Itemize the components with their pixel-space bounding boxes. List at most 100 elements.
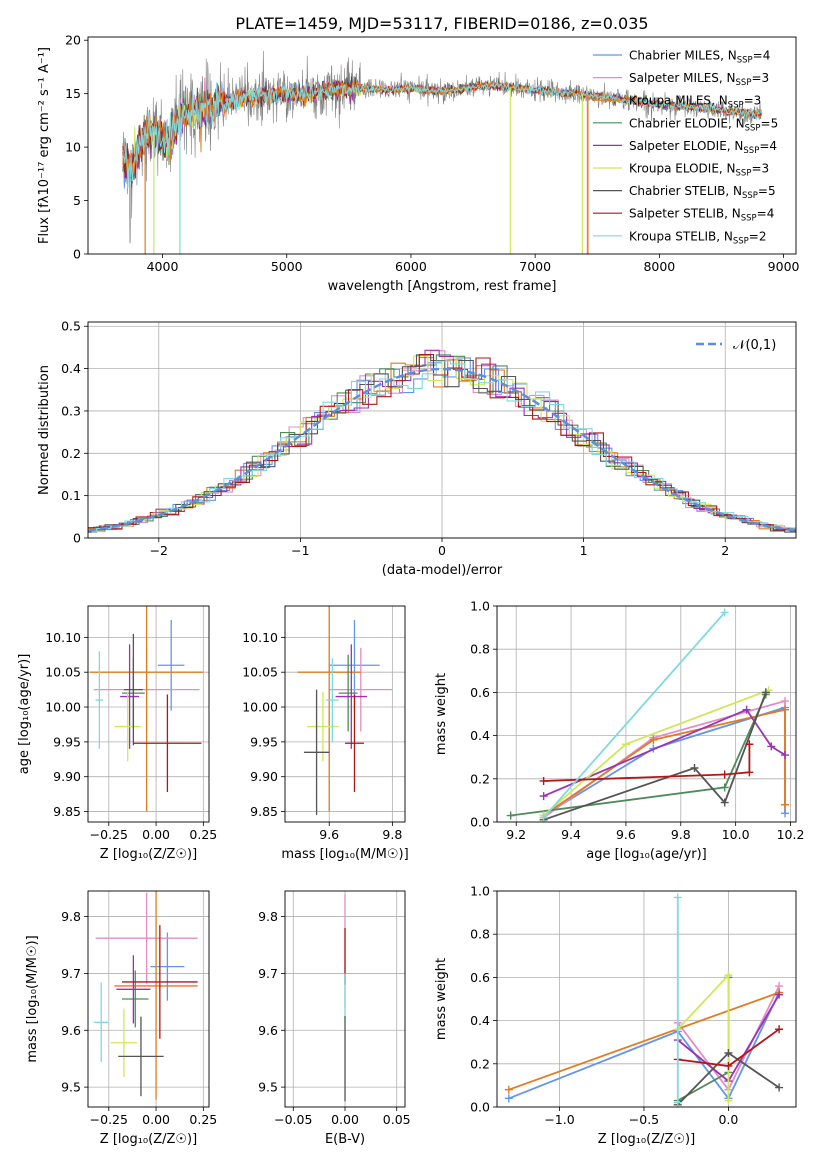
data-marker: [775, 1025, 784, 1034]
histogram-3: [88, 354, 796, 533]
y-axis-label: mass weight: [434, 958, 449, 1040]
y-tick-label: 9.8: [258, 909, 278, 924]
residuals-panel: −2 −1 0 1 2 0 0.1 0.2 0.3 0.4 0.5 (data-model)/erro…: [37, 319, 797, 578]
data-marker: [720, 608, 729, 617]
x-tick-label: 0: [438, 543, 446, 558]
x-tick-label: 8000: [643, 259, 675, 274]
y-tick-label: 0.2: [470, 771, 490, 786]
x-axis-label: (data-model)/error: [382, 563, 503, 578]
mass-weight-series-4: [539, 705, 790, 801]
errorbar-point-8: [95, 651, 104, 749]
mass_vs_ebv-frame: [284, 890, 406, 1108]
errorbar-point-2: [89, 606, 204, 812]
age_vs_Z-plot-area: [89, 606, 204, 812]
massweight_vs_age-plot-area: [506, 608, 790, 822]
legend-entry: Kroupa STELIB, NSSP=2: [629, 229, 767, 246]
x-tick-label: 2: [721, 543, 729, 558]
x-tick-label: −0.05: [274, 1112, 312, 1127]
y-tick-label: 0.0: [470, 1100, 490, 1115]
data-marker: [761, 688, 770, 697]
age_vs_mass-frame: [284, 605, 406, 823]
legend-entry: Chabrier ELODIE, NSSP=5: [629, 116, 778, 133]
histogram-8: [88, 360, 796, 532]
y-tick-label: 9.5: [258, 1080, 278, 1095]
data-marker: [742, 705, 751, 714]
y-tick-label: 9.8: [61, 909, 81, 924]
data-marker: [690, 764, 699, 772]
x-tick-label: 9.4: [561, 827, 581, 842]
y-axis-label: mass weight: [434, 673, 449, 755]
data-marker: [504, 1094, 513, 1103]
errorbar-point-4: [116, 955, 151, 1024]
y-tick-label: 1.0: [470, 884, 490, 899]
errorbar-point-1: [329, 647, 393, 732]
y-tick-label: 0.8: [470, 927, 490, 942]
y-tick-label: 1.0: [470, 599, 490, 614]
x-tick-label: 9.6: [616, 827, 636, 842]
errorbar-point-5: [307, 691, 339, 762]
y-tick-label: 5: [73, 193, 81, 208]
data-marker: [781, 697, 790, 706]
residuals-plot-area: [88, 349, 796, 533]
data-marker: [720, 798, 729, 807]
y-tick-label: 0.6: [470, 685, 490, 700]
y-tick-label: 15: [65, 86, 81, 101]
data-marker: [724, 1061, 733, 1070]
errorbar-point-7: [122, 925, 198, 1039]
y-tick-label: 10.05: [242, 665, 278, 680]
y-tick-label: 9.85: [250, 804, 278, 819]
errorbar-point-3: [338, 654, 358, 732]
y-tick-label: 0.4: [470, 728, 490, 743]
normal-reference-curve: [88, 367, 796, 532]
mass-weight-series-7: [539, 740, 754, 785]
y-tick-label: 0.8: [470, 642, 490, 657]
massweight_vs_Z-plot-area: [504, 893, 784, 1107]
age_vs_mass-panel: 9.6 9.8 9.85 9.90 9.95 10.00 10.05 10.10 mass [l…: [242, 605, 409, 862]
x-tick-label: −2: [150, 543, 168, 558]
massweight_vs_age-frame: [496, 605, 797, 823]
x-tick-label: 7000: [519, 259, 551, 274]
mass_vs_Z-plot-area: [93, 891, 198, 1100]
data-marker: [649, 735, 658, 744]
spectrum-panel: 4000 5000 6000 7000 8000 9000 0 5 10 15 20 waveleng…: [37, 33, 800, 294]
y-tick-label: 9.85: [53, 804, 81, 819]
mass-weight-series-5: [539, 686, 773, 820]
errorbar-point-6: [118, 1016, 164, 1097]
y-tick-label: 9.6: [61, 1023, 81, 1038]
x-tick-label: 5000: [271, 259, 303, 274]
x-tick-label: 9.2: [506, 827, 526, 842]
x-tick-label: 9.8: [382, 827, 402, 842]
mass-weight-series-7: [673, 1025, 784, 1070]
y-axis-label: mass [log₁₀(M/M☉)]: [25, 935, 40, 1062]
data-marker: [504, 1085, 513, 1094]
x-tick-label: 0.25: [189, 1112, 217, 1127]
x-tick-label: 9.6: [319, 827, 339, 842]
spectrum-plot-area: [122, 50, 763, 254]
mass-weight-series-8: [673, 893, 682, 1107]
data-marker: [781, 751, 790, 760]
mass-weight-series-2: [539, 705, 790, 820]
y-tick-label: 9.6: [258, 1023, 278, 1038]
y-tick-label: 0.2: [470, 1056, 490, 1071]
errorbar-point-8: [93, 982, 109, 1063]
mass-weight-series-5: [673, 971, 733, 1105]
y-tick-label: 9.95: [53, 734, 81, 749]
data-marker: [673, 893, 682, 902]
errorbar-point-8: [326, 658, 339, 742]
errorbar-point-6: [123, 633, 143, 746]
x-tick-label: −1.0: [544, 1112, 574, 1127]
age_vs_Z-panel: −0.25 0.00 0.25 9.85 9.90 9.95 10.00 10.05 10.10…: [17, 605, 217, 862]
errorbar-point-7: [345, 694, 364, 793]
y-tick-label: 0.0: [470, 815, 490, 830]
x-axis-label: E(B-V): [325, 1132, 365, 1147]
x-axis-label: mass [log₁₀(M/M☉)]: [281, 847, 408, 862]
mass-weight-series-8: [539, 608, 729, 822]
data-marker: [720, 783, 729, 792]
spectrum-legend: Chabrier MILES, NSSP=4 Salpeter MILES, NS…: [593, 49, 778, 246]
age_vs_mass-plot-area: [297, 606, 393, 816]
legend-entry: Salpeter ELODIE, NSSP=4: [629, 139, 777, 156]
x-axis-label: Z [log₁₀(Z/Z☉)]: [100, 847, 197, 862]
figure-title: PLATE=1459, MJD=53117, FIBERID=0186, z=0…: [235, 14, 648, 33]
y-tick-label: 9.95: [250, 734, 278, 749]
x-tick-label: 1: [580, 543, 588, 558]
